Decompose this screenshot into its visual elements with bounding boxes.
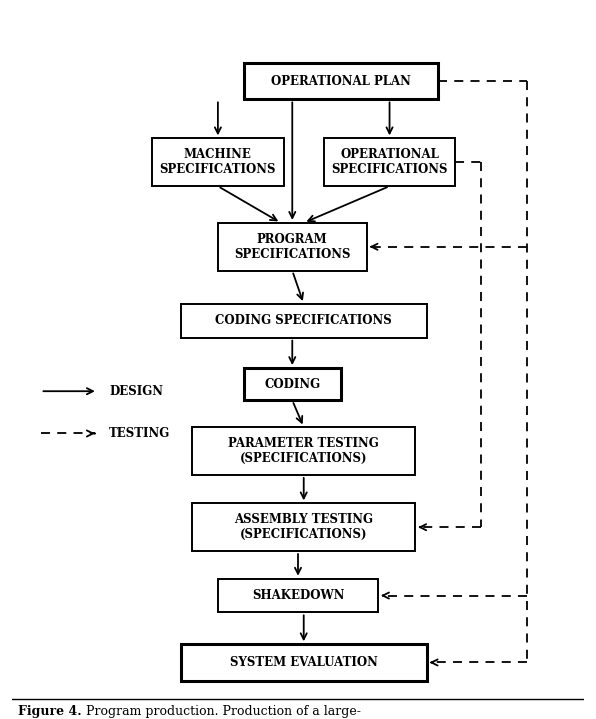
Text: OPERATIONAL PLAN: OPERATIONAL PLAN [271, 75, 411, 88]
Text: OPERATIONAL
SPECIFICATIONS: OPERATIONAL SPECIFICATIONS [331, 148, 448, 176]
Text: SHAKEDOWN: SHAKEDOWN [252, 589, 344, 602]
Text: Figure 4.: Figure 4. [18, 705, 81, 718]
Text: PARAMETER TESTING
(SPECIFICATIONS): PARAMETER TESTING (SPECIFICATIONS) [228, 437, 379, 465]
Text: PROGRAM
SPECIFICATIONS: PROGRAM SPECIFICATIONS [234, 232, 350, 261]
Bar [218, 223, 367, 271]
Text: CODING: CODING [264, 377, 320, 390]
Text: Program production. Production of a large-
program system proceeds from a genera: Program production. Production of a larg… [77, 705, 448, 719]
Bar [181, 304, 427, 338]
Bar [152, 138, 284, 186]
Text: ASSEMBLY TESTING
(SPECIFICATIONS): ASSEMBLY TESTING (SPECIFICATIONS) [234, 513, 373, 541]
Text: DESIGN: DESIGN [109, 385, 163, 398]
Text: MACHINE
SPECIFICATIONS: MACHINE SPECIFICATIONS [160, 148, 276, 176]
Bar [244, 63, 438, 99]
Bar [324, 138, 455, 186]
Text: TESTING: TESTING [109, 427, 170, 440]
Text: CODING SPECIFICATIONS: CODING SPECIFICATIONS [215, 314, 392, 327]
Bar [218, 579, 378, 613]
Text: SYSTEM EVALUATION: SYSTEM EVALUATION [230, 656, 378, 669]
Bar [244, 368, 341, 400]
Bar [192, 427, 415, 475]
Bar [181, 644, 427, 681]
Bar [192, 503, 415, 551]
